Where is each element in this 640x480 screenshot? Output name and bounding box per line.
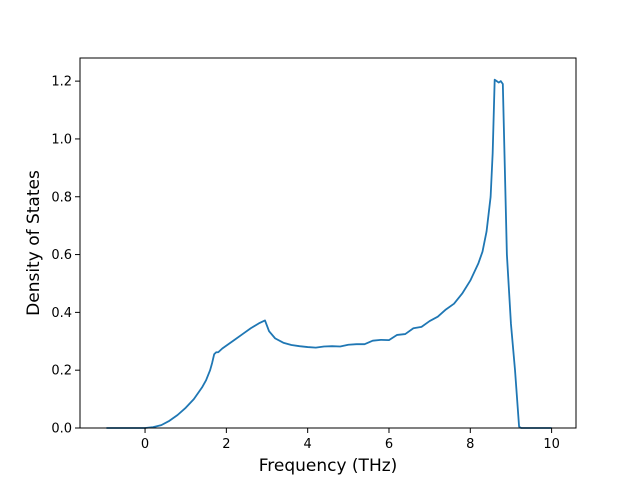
x-tick-label: 8 [466,437,474,452]
y-tick-label: 1.0 [51,132,72,147]
x-tick-label: 0 [141,437,149,452]
series-layer [106,78,552,429]
x-tick-label: 4 [304,437,312,452]
x-tick-label: 10 [543,437,560,452]
y-tick-label: 0.2 [51,364,72,379]
y-tick-label: 1.2 [51,75,72,90]
plot-area [80,58,576,428]
y-tick-label: 0.4 [51,306,72,321]
dos-series-line-0 [106,78,552,429]
axes-frame [79,57,577,429]
x-axis-ticks: 0 2 4 6 8 10 [141,428,560,452]
y-axis-label: Density of States [24,170,44,316]
x-tick-label: 6 [385,437,393,452]
x-tick-label: 2 [222,437,230,452]
y-axis-ticks: 0.0 0.2 0.4 0.6 0.8 1.0 1.2 [51,75,80,437]
y-tick-label: 0.6 [51,248,72,263]
y-tick-label: 0.0 [51,422,72,437]
x-axis-label: Frequency (THz) [259,456,398,476]
y-tick-label: 0.8 [51,190,72,205]
